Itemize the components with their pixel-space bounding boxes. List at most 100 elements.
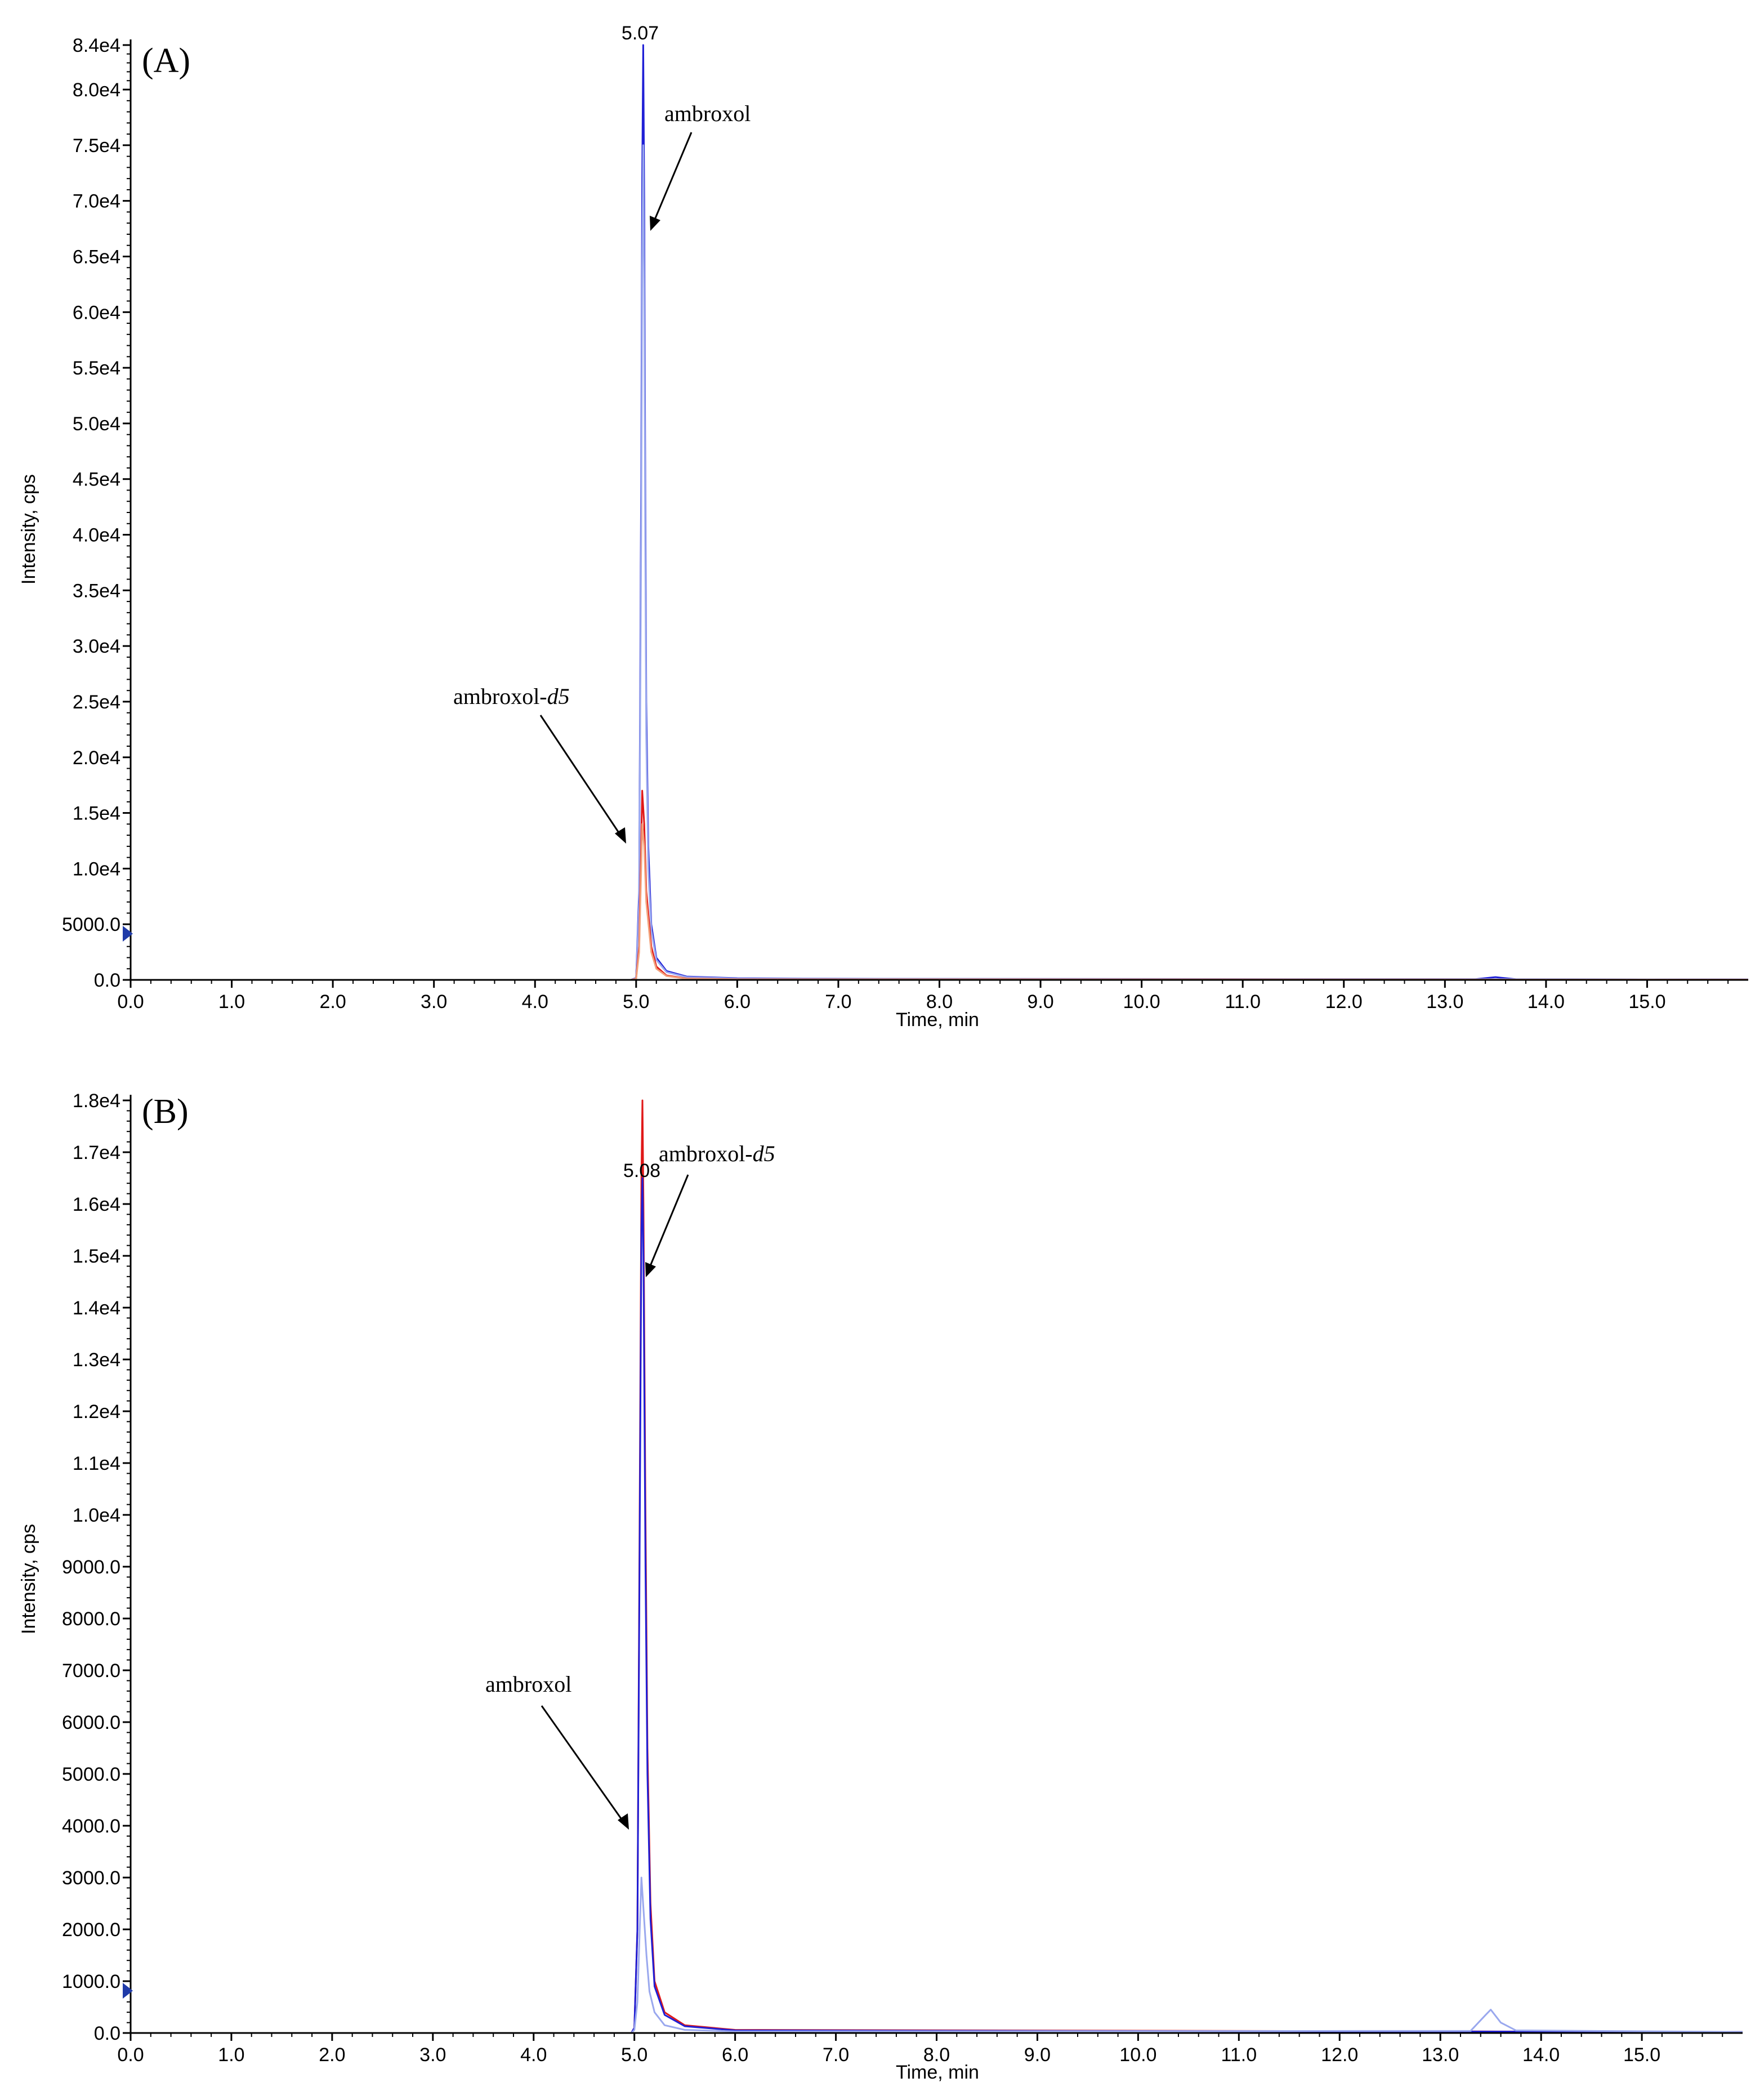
y-tick-label: 8.0e4 [73, 79, 120, 101]
y-tick-label: 1.5e4 [73, 1246, 120, 1267]
arrow-ambroxol [650, 132, 693, 231]
y-tick-label: 0.0 [94, 2023, 120, 2044]
y-tick-label: 9000.0 [62, 1557, 120, 1578]
panel-label: (A) [142, 42, 190, 80]
x-tick-label: 6.0 [722, 2044, 748, 2066]
x-axis-title: Time, min [896, 2062, 979, 2083]
y-tick-label: 1.0e4 [73, 1505, 120, 1526]
annotation-ambroxol-d5: ambroxol-d5 [659, 1141, 775, 1166]
y-tick-label: 6000.0 [62, 1712, 120, 1733]
x-tick-label: 15.0 [1623, 2044, 1660, 2066]
peak-retention-label: 5.08 [623, 1160, 660, 1181]
y-tick-label: 1.0e4 [73, 858, 120, 880]
y-tick-label: 2.0e4 [73, 747, 120, 769]
series-line-1 [131, 1099, 1743, 2034]
y-tick-label: 0.0 [94, 970, 120, 991]
y-tick-label: 7.5e4 [73, 135, 120, 157]
panel-label: (B) [142, 1093, 189, 1131]
x-tick-label: 2.0 [319, 2044, 345, 2066]
arrow-ambroxol-d5 [645, 1174, 689, 1277]
arrow-ambroxol [541, 1705, 629, 1830]
x-tick-label: 3.0 [421, 991, 447, 1013]
x-tick-label: 0.0 [117, 991, 144, 1013]
x-tick-label: 8.0 [923, 2044, 950, 2066]
x-tick-label: 11.0 [1221, 2044, 1257, 2066]
x-tick-label: 5.0 [623, 991, 649, 1013]
series-line-3 [131, 790, 1749, 981]
x-tick-label: 10.0 [1123, 991, 1160, 1013]
y-tick-label: 1.3e4 [73, 1349, 120, 1371]
x-tick-label: 13.0 [1426, 991, 1463, 1013]
y-tick-label: 8000.0 [62, 1608, 120, 1630]
y-tick-label: 6.5e4 [73, 246, 120, 267]
x-tick-label: 7.0 [823, 2044, 849, 2066]
x-axis-ticks: 0.0 1.0 2.0 3.0 4.0 5.0 6.0 7.0 8.0 9.0 10.0 11.0 12… [117, 980, 1729, 1013]
chromatogram-panel-b: 0.0 1000.0 2000.0 3000.0 4000.0 5000.0 6000.0 7… [0, 1050, 1764, 2100]
y-tick-label: 5000.0 [62, 914, 120, 935]
chromatogram-b-svg: 0.0 1000.0 2000.0 3000.0 4000.0 5000.0 6000.0 7… [18, 1090, 1743, 2083]
x-axis-title: Time, min [896, 1009, 979, 1031]
y-tick-label: 5000.0 [62, 1764, 120, 1785]
annotation-ambroxol: ambroxol [485, 1671, 571, 1697]
x-tick-label: 15.0 [1628, 991, 1665, 1013]
y-tick-label: 1000.0 [62, 1971, 120, 1992]
x-tick-label: 10.0 [1119, 2044, 1156, 2066]
y-tick-label: 3.5e4 [73, 580, 120, 601]
y-axis-ticks: 0.0 5000.0 1.0e4 1.5e4 2.0e4 2.5e4 3.0e4 3.5e4 4… [62, 35, 131, 991]
y-tick-label: 4.5e4 [73, 469, 120, 491]
y-tick-label: 7.0e4 [73, 191, 120, 212]
y-tick-label: 7000.0 [62, 1660, 120, 1682]
x-tick-label: 12.0 [1321, 2044, 1358, 2066]
x-tick-label: 14.0 [1528, 991, 1565, 1013]
x-tick-label: 4.0 [520, 2044, 547, 2066]
y-tick-label: 1.4e4 [73, 1298, 120, 1319]
series-line-2 [131, 1177, 1743, 2034]
y-tick-label: 5.0e4 [73, 413, 120, 435]
y-tick-label: 1.5e4 [73, 803, 120, 824]
x-tick-label: 6.0 [724, 991, 751, 1013]
annotation-ambroxol: ambroxol [664, 101, 751, 126]
x-tick-label: 3.0 [419, 2044, 446, 2066]
x-tick-label: 9.0 [1024, 2044, 1051, 2066]
x-tick-label: 4.0 [522, 991, 548, 1013]
x-tick-label: 2.0 [319, 991, 346, 1013]
x-tick-label: 0.0 [117, 2044, 144, 2066]
y-tick-label: 3000.0 [62, 1867, 120, 1889]
x-tick-label: 1.0 [218, 2044, 244, 2066]
y-tick-label: 1.6e4 [73, 1194, 120, 1215]
y-tick-label: 6.0e4 [73, 302, 120, 323]
series-line-3 [131, 1876, 1743, 2034]
arrow-ambroxol-d5 [539, 715, 626, 844]
chromatogram-a-svg: 0.0 5000.0 1.0e4 1.5e4 2.0e4 2.5e4 3.0e4 3.5e4 4… [18, 23, 1749, 1031]
peak-retention-label: 5.07 [622, 23, 659, 44]
y-axis-ticks: 0.0 1000.0 2000.0 3000.0 4000.0 5000.0 6000.0 7… [62, 1090, 131, 2044]
annotation-ambroxol-d5: ambroxol-d5 [453, 684, 570, 709]
y-tick-label: 4.0e4 [73, 525, 120, 546]
chromatogram-panel-a: 0.0 5000.0 1.0e4 1.5e4 2.0e4 2.5e4 3.0e4 3.5e4 4… [18, 23, 1749, 1031]
x-tick-label: 8.0 [926, 991, 953, 1013]
y-tick-label: 8.4e4 [73, 35, 120, 56]
series-layer [131, 44, 1749, 981]
series-layer [131, 1099, 1743, 2034]
y-tick-label: 3.0e4 [73, 636, 120, 657]
y-tick-label: 1.1e4 [73, 1453, 120, 1474]
y-tick-label: 1.8e4 [73, 1090, 120, 1112]
y-tick-label: 4000.0 [62, 1816, 120, 1837]
y-axis-title: Intensity, cps [18, 1524, 39, 1634]
baseline-marker-icon [123, 926, 133, 942]
y-axis-title: Intensity, cps [18, 474, 39, 585]
series-line-1 [131, 44, 1749, 981]
series-line-2 [131, 144, 1749, 981]
y-tick-label: 2.5e4 [73, 692, 120, 713]
x-tick-label: 5.0 [621, 2044, 647, 2066]
y-tick-label: 2000.0 [62, 1919, 120, 1941]
x-tick-label: 12.0 [1325, 991, 1363, 1013]
series-line-4 [131, 823, 1749, 981]
baseline-marker-icon [123, 1983, 133, 1999]
x-tick-label: 14.0 [1522, 2044, 1560, 2066]
x-tick-label: 13.0 [1422, 2044, 1459, 2066]
y-tick-label: 1.7e4 [73, 1142, 120, 1163]
x-tick-label: 11.0 [1225, 991, 1261, 1013]
x-tick-label: 7.0 [825, 991, 851, 1013]
x-axis-ticks: 0.0 1.0 2.0 3.0 4.0 5.0 6.0 7.0 8.0 9.0 10.0 11.0 12… [117, 2033, 1723, 2066]
